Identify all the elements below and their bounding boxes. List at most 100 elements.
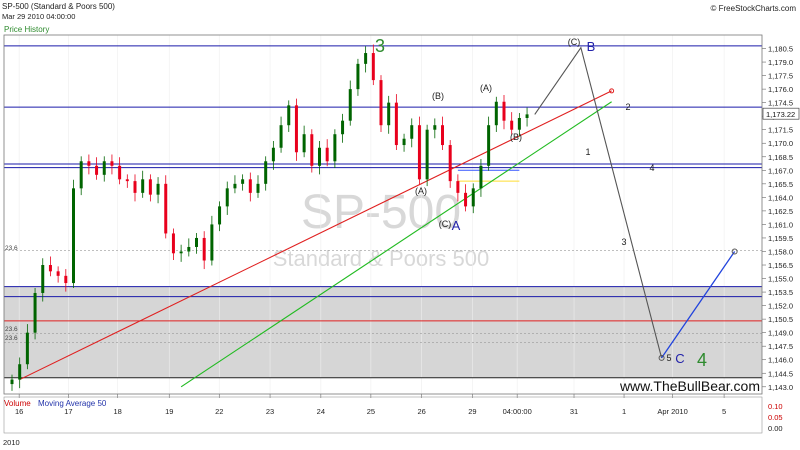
candle-body [479, 165, 483, 189]
candle-body [387, 102, 391, 126]
candle-body [510, 120, 514, 130]
x-tick-label: 5 [722, 407, 726, 416]
count-4-label: 4 [649, 163, 654, 173]
x-tick-label: 26 [417, 407, 425, 416]
y-tick-label: 1,167.0 [768, 166, 793, 175]
y-tick-label: 1,174.5 [768, 99, 793, 108]
candle-body [248, 179, 252, 193]
copyright-text[interactable]: © FreeStockCharts.com [711, 4, 796, 13]
x-tick-label: 04:00:00 [503, 407, 532, 416]
candle-body [348, 89, 352, 121]
wave-b-big-label: B [587, 39, 596, 54]
wave-4-label: 4 [697, 350, 707, 370]
y-tick-label: 1,153.5 [768, 288, 793, 297]
y-tick-label: 1,171.5 [768, 126, 793, 135]
candle-body [517, 117, 521, 130]
wave-b-label: (B) [432, 91, 444, 101]
gray-zone-layer: SP-500 Standard & Poors 500 [4, 186, 762, 378]
x-tick-label: 17 [64, 407, 72, 416]
y-tick-label: 1,144.5 [768, 369, 793, 378]
candle-body [425, 129, 429, 180]
fib-label: 23.6 [5, 335, 18, 342]
fib-label: 23.6 [5, 245, 18, 252]
level-lines-layer [4, 45, 762, 379]
candle-body [179, 251, 183, 254]
count-1-label: 1 [585, 147, 590, 157]
candle-body [10, 379, 14, 385]
candle-body [210, 224, 214, 261]
count-5-label: 5 [666, 353, 671, 363]
volume-tick-label: 0.10 [768, 402, 783, 411]
x-axis-year: 2010 [3, 438, 20, 447]
projection-handle [658, 354, 665, 361]
y-tick-label: 1,161.0 [768, 220, 793, 229]
candles-layer [10, 44, 529, 391]
candle-body [233, 183, 237, 189]
candle-body [133, 181, 137, 193]
chart-title: SP-500 (Standard & Poors 500) [2, 2, 115, 11]
volume-frame [3, 396, 763, 434]
volume-tick-label: 0.00 [768, 424, 783, 433]
y-tick-label: 1,143.0 [768, 383, 793, 392]
x-tick-label: 16 [15, 407, 23, 416]
candle-body [241, 179, 245, 184]
trendline-handle [609, 88, 615, 94]
candle-body [148, 179, 152, 195]
candle-body [502, 101, 506, 121]
y-tick-label: 1,176.0 [768, 85, 793, 94]
grid-layer [18, 35, 766, 398]
candle-body [448, 145, 452, 182]
last-price-box [762, 107, 800, 120]
candle-body [41, 265, 45, 293]
copyright-label: © FreeStockCharts.com [710, 4, 796, 13]
trendline-layer [19, 88, 615, 388]
x-tick-label: 31 [570, 407, 578, 416]
candle-body [18, 364, 22, 380]
candle-body [494, 101, 498, 126]
y-tick-label: 1,177.5 [768, 72, 793, 81]
candle-body [141, 179, 145, 193]
plot-frame [3, 34, 763, 395]
candle-body [441, 125, 444, 146]
wave-a-big-label: A [452, 218, 461, 233]
candle-body [125, 179, 129, 182]
candle-body [72, 188, 75, 284]
candle-body [341, 120, 345, 135]
last-price-label: 1,173.22 [766, 110, 795, 119]
y-tick-label: 1,165.5 [768, 180, 793, 189]
wave-b2-label: (B) [510, 132, 522, 142]
green-trendline [180, 101, 612, 388]
wave-a2-label: (A) [480, 83, 492, 93]
site-watermark: www.TheBullBear.com [619, 378, 760, 394]
candle-body [156, 183, 160, 195]
candle-body [225, 188, 229, 207]
candle-body [333, 134, 337, 162]
y-tick-label: 1,180.5 [768, 45, 793, 54]
y-tick-label: 1,159.5 [768, 234, 793, 243]
x-tick-label: 18 [114, 407, 122, 416]
volume-tick-label: 0.05 [768, 413, 783, 422]
candle-body [264, 161, 268, 184]
count-3-label: 3 [621, 237, 626, 247]
candle-body [310, 134, 314, 166]
y-tick-label: 1,162.5 [768, 207, 793, 216]
red-trendline [19, 90, 612, 381]
axes-layer: 1,143.0 1,144.5 1,146.0 1,147.5 1,149.0 1,150… [3, 34, 800, 434]
wave-projection-up [661, 251, 736, 359]
candle-body [79, 161, 83, 189]
candle-body [87, 161, 91, 166]
candle-body [294, 105, 298, 153]
y-tick-label: 1,150.5 [768, 315, 793, 324]
candle-body [102, 161, 106, 175]
y-tick-label: 1,156.5 [768, 261, 793, 270]
candle-body [464, 192, 468, 207]
candle-body [364, 53, 368, 64]
candle-body [379, 80, 383, 126]
candle-body [202, 237, 206, 261]
candle-body [33, 292, 37, 333]
candle-body [410, 125, 414, 139]
candle-body [417, 125, 421, 180]
y-tick-label: 1,164.0 [768, 193, 793, 202]
candle-body [302, 134, 306, 153]
